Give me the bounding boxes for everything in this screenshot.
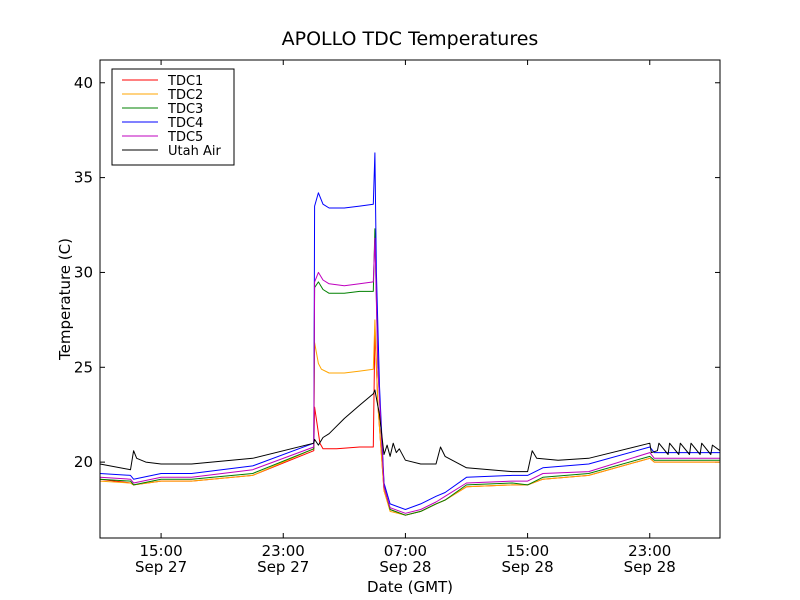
y-axis-label: Temperature (C) [56,238,74,361]
x-tick-label-date: Sep 27 [135,558,187,576]
chart-title: APOLLO TDC Temperatures [282,28,539,50]
series-line-utah-air [99,389,721,473]
legend-label: TDC2 [167,88,203,103]
y-tick-label: 20 [74,453,93,471]
x-axis-label: Date (GMT) [367,578,453,596]
legend-label: TDC4 [167,116,203,131]
legend-label: TDC5 [167,130,203,145]
legend-label: TDC1 [167,74,203,89]
legend-label: Utah Air [168,144,221,159]
x-tick-label-time: 15:00 [506,542,549,560]
x-tick-label-time: 15:00 [139,542,182,560]
x-tick-label-date: Sep 27 [257,558,309,576]
y-tick-label: 25 [74,358,93,376]
legend-label: TDC3 [167,102,203,117]
legend-box [111,68,235,166]
y-tick-label: 40 [74,74,93,92]
x-tick-label-time: 23:00 [262,542,305,560]
x-tick-label-date: Sep 28 [379,558,431,576]
series-line-tdc5 [99,237,720,514]
x-tick-label-time: 23:00 [628,542,671,560]
x-tick-label-time: 07:00 [384,542,427,560]
series-lines [99,152,721,516]
y-tick-label: 35 [74,169,93,187]
series-line-tdc4 [99,152,720,510]
y-tick-label: 30 [74,263,93,281]
x-tick-label-date: Sep 28 [502,558,554,576]
x-tick-label-date: Sep 28 [624,558,676,576]
plot-frame [99,59,721,539]
